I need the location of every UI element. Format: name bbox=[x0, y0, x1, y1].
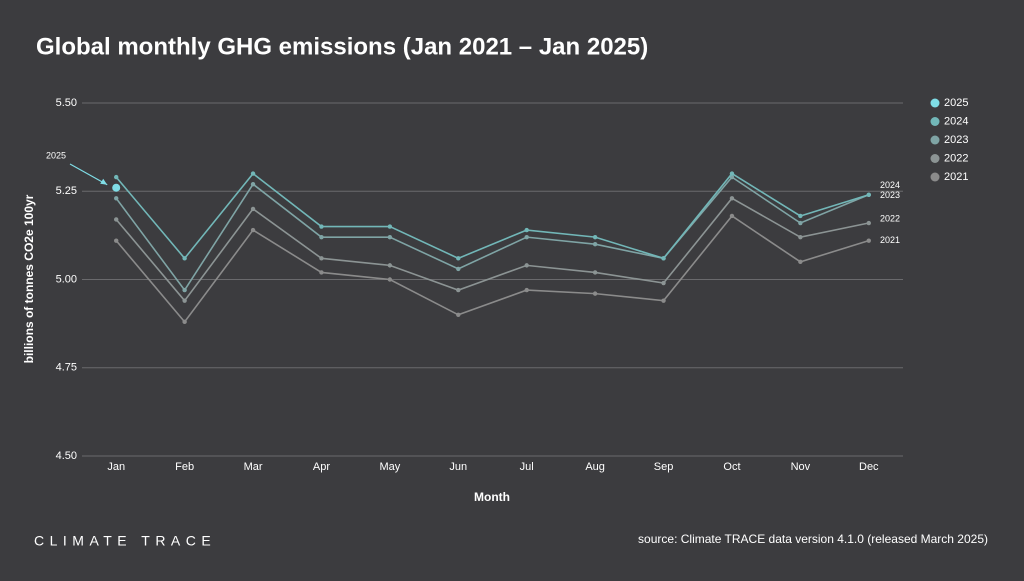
x-tick-label: Aug bbox=[585, 461, 605, 473]
data-point bbox=[729, 213, 735, 219]
data-point bbox=[319, 270, 324, 275]
data-point bbox=[114, 217, 119, 222]
series-line bbox=[115, 197, 869, 302]
legend-swatch bbox=[930, 172, 940, 182]
data-point bbox=[250, 171, 256, 176]
data-point bbox=[866, 220, 871, 226]
series-line bbox=[115, 214, 870, 324]
y-axis-label: billions of tonnes CO2e 100yr bbox=[22, 194, 36, 363]
y-tick-label: 4.75 bbox=[56, 362, 77, 374]
annotation-label: 2025 bbox=[46, 150, 66, 160]
data-point bbox=[798, 213, 803, 219]
series-end-label: 2021 bbox=[880, 235, 900, 245]
data-point bbox=[661, 280, 666, 286]
series-end-label: 2023 bbox=[880, 190, 900, 200]
data-point bbox=[387, 224, 393, 229]
legend-swatch bbox=[930, 117, 940, 126]
chart-title: Global monthly GHG emissions (Jan 2021 –… bbox=[36, 33, 648, 60]
x-tick-label: Jun bbox=[449, 461, 467, 473]
x-tick-label: Feb bbox=[175, 461, 194, 473]
data-point bbox=[661, 298, 666, 303]
legend-label: 2025 bbox=[944, 97, 968, 109]
data-point bbox=[524, 227, 529, 233]
legend-label: 2024 bbox=[944, 115, 968, 127]
data-point bbox=[456, 287, 461, 293]
data-point bbox=[798, 234, 803, 240]
data-point bbox=[182, 287, 187, 293]
y-tick-label: 5.50 bbox=[56, 97, 77, 109]
data-point bbox=[250, 206, 256, 212]
x-tick-label: Jul bbox=[520, 461, 534, 473]
x-tick-label: May bbox=[379, 461, 400, 473]
y-tick-label: 5.00 bbox=[56, 273, 77, 285]
data-point bbox=[114, 238, 119, 243]
data-point bbox=[114, 174, 119, 180]
x-tick-label: Sep bbox=[654, 461, 674, 473]
data-point bbox=[866, 192, 871, 197]
data-point bbox=[866, 238, 871, 243]
data-point bbox=[387, 277, 393, 282]
data-point bbox=[798, 220, 803, 226]
data-point bbox=[319, 234, 324, 240]
x-axis-label: Month bbox=[474, 490, 510, 504]
x-tick-label: Oct bbox=[723, 461, 740, 473]
data-point bbox=[524, 234, 529, 240]
x-tick-label: Jan bbox=[107, 461, 125, 473]
y-tick-label: 4.50 bbox=[56, 450, 77, 462]
data-point bbox=[319, 256, 324, 261]
legend-label: 2021 bbox=[944, 171, 968, 183]
legend-swatch bbox=[930, 98, 940, 108]
legend-label: 2022 bbox=[944, 152, 968, 164]
series-line bbox=[115, 172, 870, 260]
data-point bbox=[456, 312, 461, 317]
data-point bbox=[592, 270, 598, 275]
legend-label: 2023 bbox=[944, 134, 968, 146]
data-point bbox=[524, 263, 529, 268]
data-point bbox=[798, 259, 803, 265]
data-point bbox=[456, 256, 461, 261]
data-point bbox=[250, 227, 256, 233]
data-point bbox=[592, 291, 598, 296]
annotation-arrow bbox=[69, 163, 108, 186]
data-point bbox=[592, 234, 598, 240]
x-tick-label: Mar bbox=[244, 461, 263, 473]
legend-swatch bbox=[930, 154, 940, 163]
series-line bbox=[115, 176, 870, 292]
data-point bbox=[182, 319, 187, 325]
data-point bbox=[729, 171, 735, 176]
data-point bbox=[387, 234, 393, 240]
x-tick-label: Apr bbox=[313, 461, 330, 473]
annotation-arrowhead bbox=[100, 178, 108, 185]
data-point bbox=[592, 242, 598, 247]
source-note: source: Climate TRACE data version 4.1.0… bbox=[638, 532, 988, 546]
data-point bbox=[182, 298, 187, 303]
data-point bbox=[661, 256, 666, 261]
data-point bbox=[182, 256, 187, 261]
x-tick-label: Nov bbox=[791, 461, 811, 473]
data-point bbox=[114, 196, 119, 201]
data-point bbox=[319, 224, 324, 229]
y-tick-label: 5.25 bbox=[56, 185, 77, 197]
data-point bbox=[456, 266, 461, 272]
brand-logo: CLIMATE TRACE bbox=[34, 533, 216, 549]
series-end-label: 2024 bbox=[880, 180, 900, 190]
x-tick-label: Dec bbox=[859, 461, 879, 473]
data-point bbox=[250, 181, 256, 187]
series-end-label: 2022 bbox=[880, 213, 900, 223]
data-point bbox=[729, 196, 735, 201]
data-point bbox=[112, 183, 121, 192]
data-point bbox=[387, 263, 393, 268]
legend-swatch bbox=[930, 135, 940, 145]
data-point bbox=[524, 287, 529, 293]
